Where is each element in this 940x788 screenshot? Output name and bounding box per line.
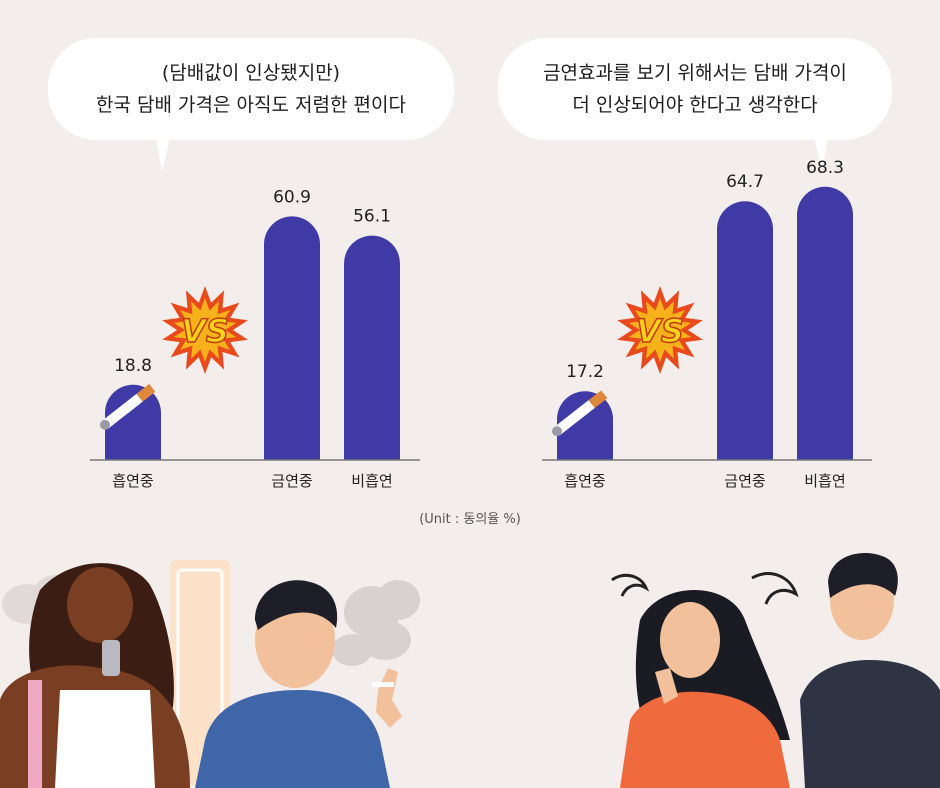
chart-2-category-label: 비흡연: [804, 472, 845, 490]
vs-badge: VS: [636, 312, 684, 350]
chart-2-value-label: 68.3: [806, 158, 844, 178]
unit-note: (Unit : 동의율 %): [419, 512, 521, 527]
vs-badge: VS: [181, 312, 229, 350]
chart-1-bar: [264, 216, 320, 460]
chart-2-category-label: 금연중: [724, 472, 765, 490]
cigarette-icon: [552, 390, 608, 437]
chart-1-value-label: 56.1: [353, 207, 391, 227]
chart-1-value-label: 18.8: [114, 356, 152, 376]
chart-2-value-label: 64.7: [726, 172, 764, 192]
chart-1-title-line-2: 한국 담배 가격은 아직도 저렴한 편이다: [96, 94, 406, 116]
chart-2-title-line-1: 금연효과를 보기 위해서는 담배 가격이: [543, 62, 847, 84]
chart-1-value-label: 60.9: [273, 187, 311, 207]
chart-2-value-label: 17.2: [566, 362, 604, 382]
burst-inner-icon: [173, 298, 237, 362]
chart-1-category-label: 금연중: [271, 472, 312, 490]
cigarette-icon: [100, 383, 156, 430]
chart-1-category-label: 흡연중: [112, 472, 153, 490]
chart-1-bar: [344, 235, 400, 460]
chart-2-bar: [797, 186, 853, 460]
chart-1-category-label: 비흡연: [351, 472, 392, 490]
chart-1-bar: [105, 384, 162, 460]
bubble-tail: [814, 138, 828, 170]
chart-1-title-bubble: (담배값이 인상됐지만) 한국 담배 가격은 아직도 저렴한 편이다: [48, 38, 454, 172]
burst-inner-icon: [628, 298, 692, 362]
chart-2-category-label: 흡연중: [564, 472, 605, 490]
chart-2-bar: [717, 201, 773, 460]
chart-2-bar: [557, 391, 614, 460]
chart-1-title-line-1: (담배값이 인상됐지만): [161, 62, 341, 84]
chart-2-title-line-2: 더 인상되어야 한다고 생각한다: [572, 94, 818, 116]
chart-2-title-bubble: 금연효과를 보기 위해서는 담배 가격이 더 인상되어야 한다고 생각한다: [498, 38, 892, 170]
bubble-tail: [156, 138, 170, 172]
